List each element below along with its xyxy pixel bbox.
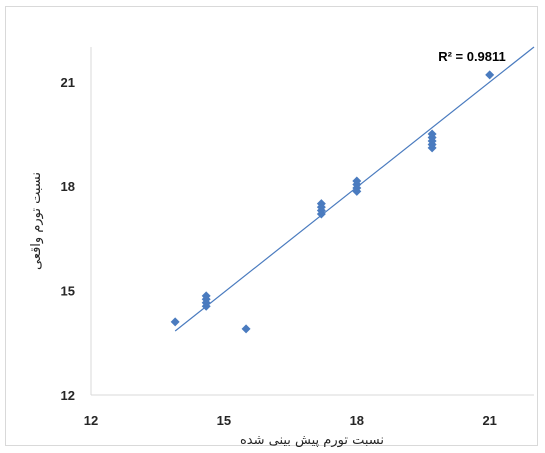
x-tick-labels: 12 15 18 21 [84, 413, 497, 428]
data-point [241, 324, 251, 334]
y-tick-labels: 12 15 18 21 [61, 75, 75, 403]
y-tick-label: 15 [61, 284, 75, 299]
data-point [316, 199, 326, 209]
y-tick-label: 12 [61, 388, 75, 403]
data-points [170, 70, 495, 334]
chart-frame [5, 6, 538, 446]
x-tick-label: 15 [217, 413, 231, 428]
x-tick-label: 18 [350, 413, 364, 428]
data-point [352, 176, 362, 186]
x-tick-label: 12 [84, 413, 98, 428]
x-tick-label: 21 [482, 413, 496, 428]
plot-area: 12 15 18 21 12 15 18 21 R² = 0.9811 [61, 46, 535, 428]
y-tick-label: 18 [61, 179, 75, 194]
x-axis-title: نسبت تورم پیش بینی شده [240, 433, 384, 448]
y-axis-title: نسبت تورم واقعی [29, 172, 44, 270]
data-point [485, 70, 495, 80]
data-point [427, 129, 437, 139]
data-point [201, 291, 211, 301]
r-squared-annotation: R² = 0.9811 [438, 49, 506, 64]
y-tick-label: 21 [61, 75, 75, 90]
data-point [170, 317, 180, 327]
